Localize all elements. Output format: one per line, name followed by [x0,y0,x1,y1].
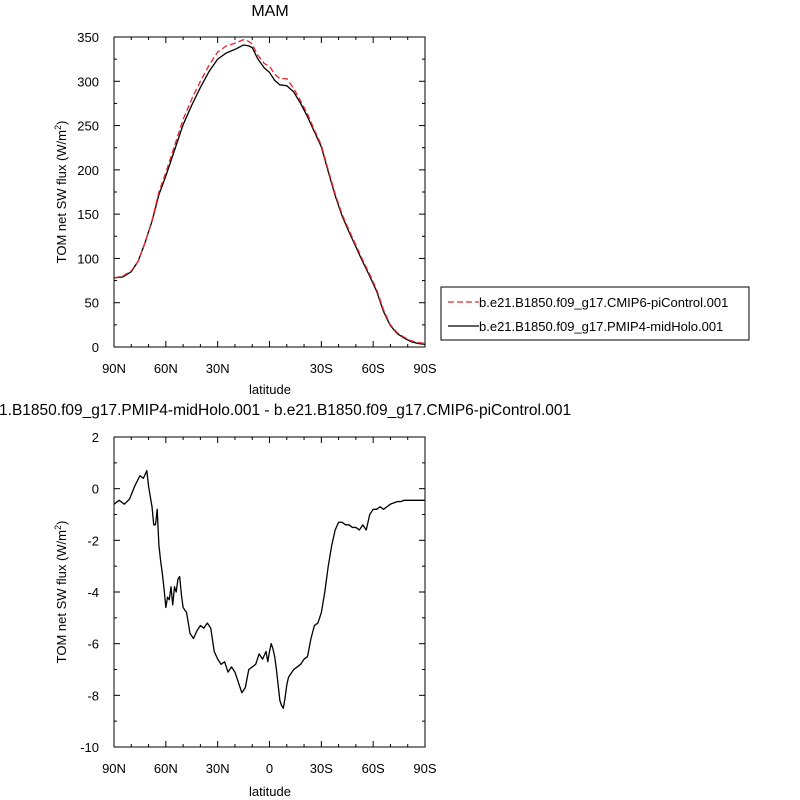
top-chart-y-tick-label: 150 [77,207,99,222]
bottom-chart-y-tick-label: 2 [92,430,99,445]
top-chart-y-tick-label: 50 [85,296,99,311]
bottom-chart-y-tick-label: -6 [87,637,99,652]
top-chart-y-axis-label-close: ) [54,121,69,125]
top-chart-x-tick-label: 30S [310,361,333,376]
bottom-chart-y-axis-label-close: ) [54,521,69,525]
top-chart-y-tick-label: 0 [92,340,99,355]
top-chart-y-tick-label: 300 [77,74,99,89]
bottom-chart-y-tick-label: -2 [87,533,99,548]
bottom-chart-y-tick-label: -8 [87,688,99,703]
top-chart-legend: b.e21.B1850.f09_g17.CMIP6-piControl.001 … [440,286,750,341]
top-chart-y-axis-label: TOM net SW flux (W/m2) [53,121,69,264]
bottom-chart-x-tick-label: 90N [102,761,126,776]
top-chart-y-axis-label-text: TOM net SW flux (W/m [54,130,69,263]
top-chart-y-tick-label: 250 [77,119,99,134]
bottom-chart-x-tick-label: 0 [266,761,273,776]
bottom-chart-x-tick-label: 90S [413,761,436,776]
bottom-chart-x-tick-label: 60S [362,761,385,776]
bottom-chart-x-tick-label: 60N [154,761,178,776]
legend-label-midholo: b.e21.B1850.f09_g17.PMIP4-midHolo.001 [479,319,723,334]
bottom-chart-y-tick-label: -4 [87,585,99,600]
bottom-chart-series-line-0 [113,469,425,709]
top-chart-y-axis-label-sup: 2 [53,125,63,130]
bottom-chart-y-tick-label: 0 [92,482,99,497]
bottom-chart-x-tick-label: 30S [310,761,333,776]
top-chart-x-tick-label: 60N [154,361,178,376]
bottom-chart-plot-frame [113,436,426,748]
top-chart-y-tick-label: 350 [77,30,99,45]
bottom-chart-ticks: -10 -8 -6 -4 -2 0 2 90N 60N 30N 0 30S 60S 90S [80,430,437,776]
top-chart-x-tick-label: 90N [102,361,126,376]
top-chart-series-line-0 [113,39,426,345]
top-chart-x-axis-label: latitude [249,382,291,397]
bottom-chart-panel: b.e21.B1850.f09_g17.PMIP4-midHolo.001 - … [0,402,571,799]
bottom-chart-y-axis-label: TOM net SW flux (W/m2) [53,521,69,664]
top-chart-plot-frame [113,36,426,348]
bottom-chart-y-axis-label-sup: 2 [53,525,63,530]
top-chart-y-tick-label: 100 [77,251,99,266]
top-chart-title: MAM [251,3,288,20]
top-chart-panel: MAM latitude TOM net SW flux (W/m2) 0 50 1… [53,3,437,397]
legend-box [440,286,750,341]
bottom-chart-x-tick-label: 30N [206,761,230,776]
top-chart-x-tick-label: 30N [206,361,230,376]
bottom-chart-y-tick-label: -10 [80,740,99,755]
bottom-chart-title: b.e21.B1850.f09_g17.PMIP4-midHolo.001 - … [0,402,571,419]
legend-label-picontrol: b.e21.B1850.f09_g17.CMIP6-piControl.001 [479,295,728,310]
top-chart-x-tick-label: 90S [413,361,436,376]
bottom-chart-x-axis-label: latitude [249,784,291,799]
bottom-chart-series [113,469,425,709]
top-chart-y-tick-label: 200 [77,163,99,178]
top-chart-series [113,39,426,345]
top-chart-x-tick-label: 60S [362,361,385,376]
top-chart-ticks: 0 50 100 150 200 250 300 350 90N 60N 30N 30S 60S 90S [77,30,437,376]
bottom-chart-y-axis-label-text: TOM net SW flux (W/m [54,530,69,663]
top-chart-series-line-1 [113,44,426,345]
